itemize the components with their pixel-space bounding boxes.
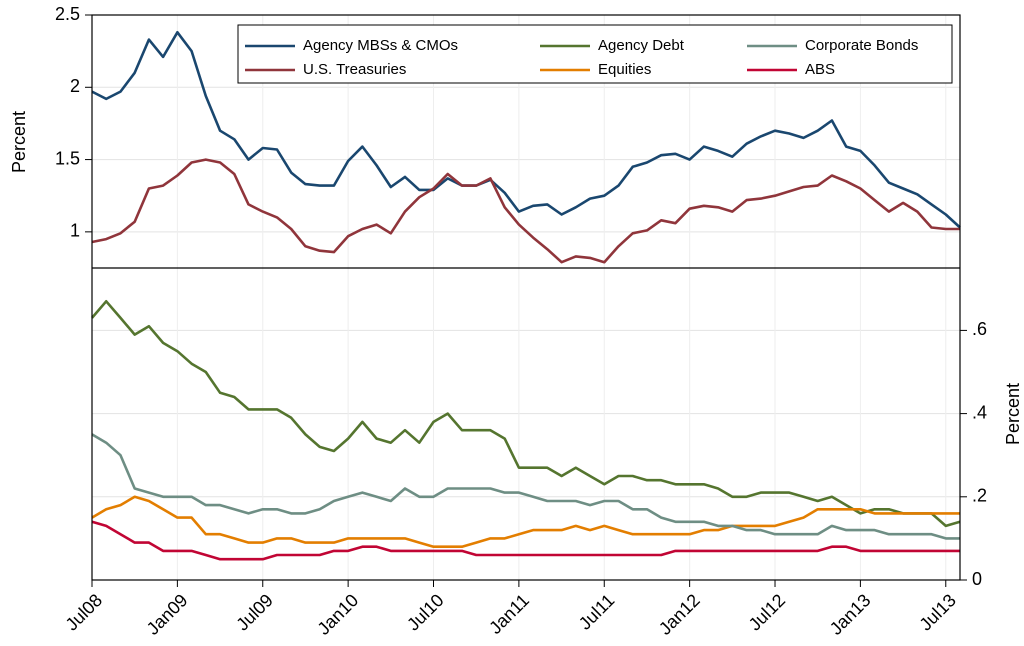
y2-tick-label: 0 xyxy=(972,569,982,589)
legend-label: Agency Debt xyxy=(598,37,685,54)
x-tick-label: Jul08 xyxy=(62,590,107,635)
legend-label: U.S. Treasuries xyxy=(303,61,406,78)
grid xyxy=(91,15,960,580)
series-line xyxy=(91,520,960,561)
series-line xyxy=(91,30,961,229)
legend: Agency MBSs & CMOs U.S. Treasuries Agency … xyxy=(237,24,953,84)
x-tick-label: Jul09 xyxy=(232,590,277,635)
y-tick-label: 2.5 xyxy=(55,4,80,24)
series-line xyxy=(91,300,961,528)
y-tick-label: 1.5 xyxy=(55,148,80,168)
x-tick-label: Jan11 xyxy=(485,590,533,638)
x-tick-label: Jan12 xyxy=(655,590,704,639)
legend-label: Agency MBSs & CMOs xyxy=(303,37,458,54)
x-tick-label: Jan13 xyxy=(826,590,875,639)
y2-tick-label: .2 xyxy=(972,486,987,506)
legend-label: Equities xyxy=(598,61,651,78)
y-tick-label: 1 xyxy=(70,221,80,241)
legend-label: Corporate Bonds xyxy=(805,37,918,54)
x-tick-label: Jul12 xyxy=(745,590,790,635)
y-tick-label: 2 xyxy=(70,76,80,96)
legend-box xyxy=(237,24,953,84)
x-tick-label: Jan10 xyxy=(313,590,362,639)
x-tick-label: Jul13 xyxy=(915,590,960,635)
y2-tick-label: .6 xyxy=(972,319,987,339)
x-tick-label: Jul11 xyxy=(575,590,619,634)
x-tick-label: Jan09 xyxy=(143,590,192,639)
series-line xyxy=(91,433,960,540)
y-axis-label: Percent xyxy=(9,111,29,173)
x-tick-label: Jul10 xyxy=(403,590,448,635)
lines xyxy=(91,30,961,561)
plot-frame xyxy=(91,14,961,581)
series-line xyxy=(91,495,960,548)
legend-label: ABS xyxy=(805,61,835,78)
y2-tick-label: .4 xyxy=(972,402,987,422)
y2-axis-label: Percent xyxy=(1003,383,1023,445)
series-line xyxy=(91,158,960,264)
